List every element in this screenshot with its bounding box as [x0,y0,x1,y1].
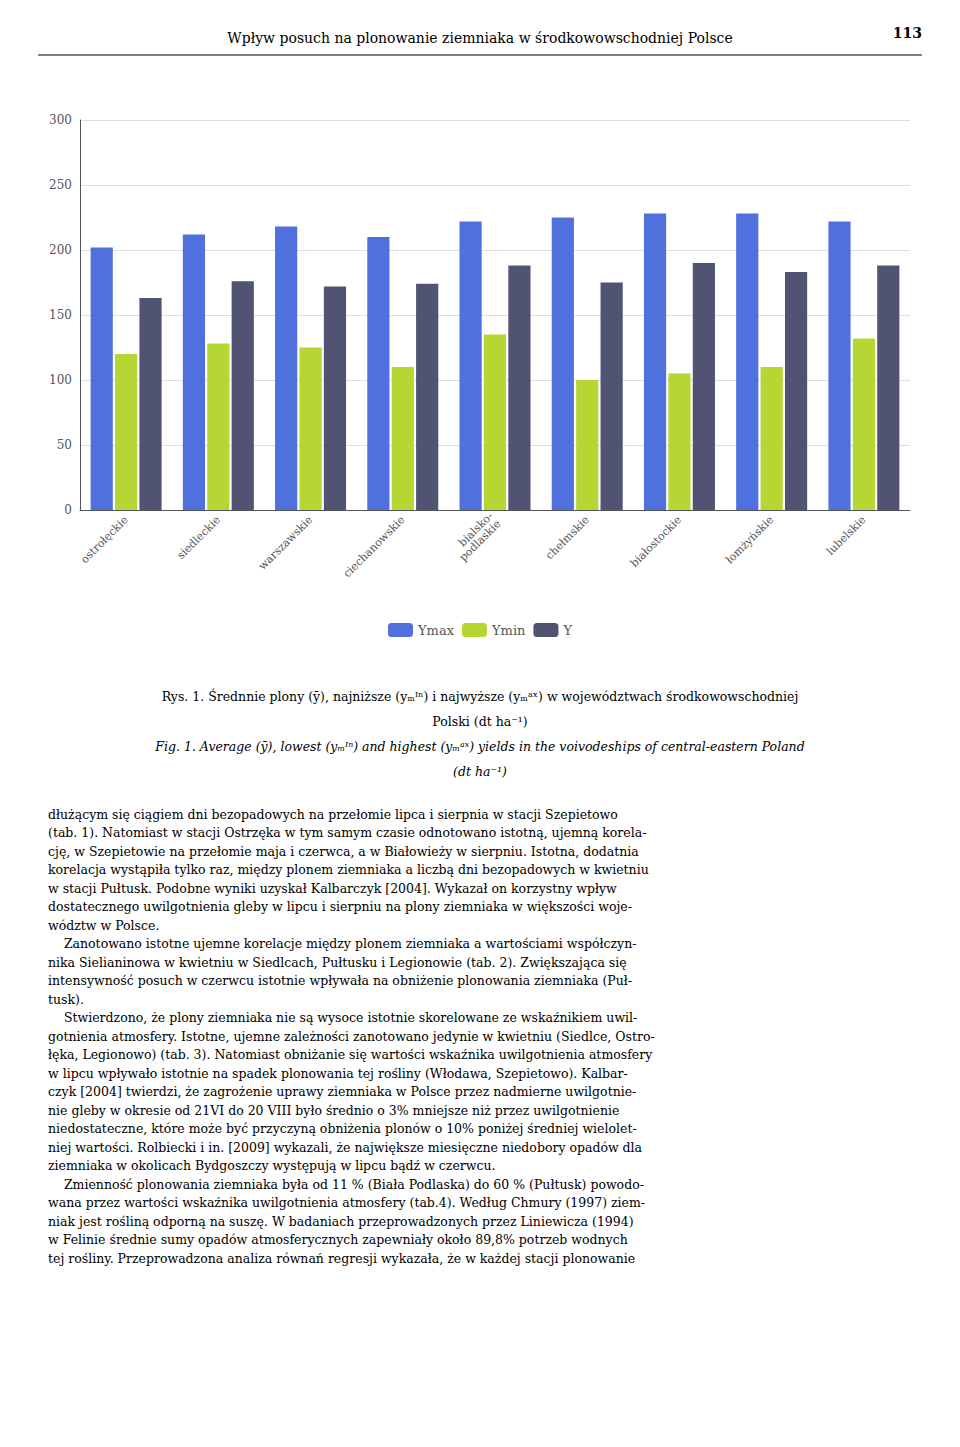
svg-text:tusk).: tusk). [48,992,84,1007]
svg-text:200: 200 [49,243,72,257]
svg-text:gotnienia atmosfery. Istotne,: gotnienia atmosfery. Istotne, ujemne zal… [48,1029,655,1044]
svg-text:Wpływ posuch na plonowanie zie: Wpływ posuch na plonowanie ziemniaka w ś… [227,30,732,46]
svg-text:0: 0 [64,503,72,517]
svg-text:(dt ha⁻¹): (dt ha⁻¹) [453,764,507,779]
svg-text:niak jest rośliną odporną na s: niak jest rośliną odporną na suszę. W ba… [48,1214,634,1229]
svg-text:dostatecznego uwilgotnienia gl: dostatecznego uwilgotnienia gleby w lipc… [48,899,632,914]
svg-text:czyk [2004] twierdzi, że zagro: czyk [2004] twierdzi, że zagrożenie upra… [48,1084,636,1099]
svg-text:Zmienność plonowania ziemniaka: Zmienność plonowania ziemniaka była od 1… [48,1177,644,1192]
svg-text:łęka, Legionowo) (tab. 3). Nat: łęka, Legionowo) (tab. 3). Natomiast obn… [48,1047,653,1062]
svg-text:Ymax: Ymax [417,623,455,638]
svg-text:w lipcu wpływało istotnie na s: w lipcu wpływało istotnie na spadek plon… [48,1066,628,1081]
svg-text:wana przez wartości wskaźnika: wana przez wartości wskaźnika uwilgotnie… [48,1195,645,1210]
svg-text:Ymin: Ymin [491,623,526,638]
svg-text:podlaskie: podlaskie [457,517,504,564]
svg-text:bialsko-: bialsko- [455,509,496,550]
svg-text:Fig. 1. Average (ȳ), lowest (y: Fig. 1. Average (ȳ), lowest (yₘᴵⁿ) and h… [154,739,804,754]
svg-text:łomżyńskie: łomżyńskie [723,513,776,566]
svg-text:lubelskie: lubelskie [824,513,869,558]
svg-text:300: 300 [49,113,72,127]
svg-text:dłużącym się ciągiem dni bezop: dłużącym się ciągiem dni bezopadowych na… [48,807,618,822]
svg-text:250: 250 [49,178,72,192]
svg-text:siedleckie: siedleckie [174,513,222,561]
svg-text:nie gleby w okresie od 21VI do: nie gleby w okresie od 21VI do 20 VIII b… [48,1103,619,1118]
svg-text:Y: Y [562,623,572,638]
svg-text:nika Sielianinowa w kwietniu w: nika Sielianinowa w kwietniu w Siedlcach… [48,955,627,970]
svg-text:niedostateczne, które może być: niedostateczne, które może być przyczyną… [48,1121,637,1136]
svg-text:100: 100 [49,373,72,387]
svg-text:113: 113 [893,25,922,41]
svg-text:w stacji Pułtusk. Podobne wyni: w stacji Pułtusk. Podobne wyniki uzyskał… [48,881,617,896]
svg-text:chełmskie: chełmskie [543,513,592,562]
svg-text:ziemniaka w okolicach Bydgoszc: ziemniaka w okolicach Bydgoszczy występu… [48,1158,496,1173]
svg-text:warszawskie: warszawskie [256,513,315,572]
svg-text:niej wartości. Rolbiecki i in.: niej wartości. Rolbiecki i in. [2009] wy… [48,1140,643,1155]
svg-text:wództw w Polsce.: wództw w Polsce. [48,918,159,933]
svg-text:50: 50 [57,438,72,452]
svg-text:Rys. 1. Średnnie plony (ȳ), na: Rys. 1. Średnnie plony (ȳ), najniższe (y… [162,688,799,704]
svg-text:intensywność posuch w czerwcu: intensywność posuch w czerwcu istotnie w… [48,973,632,988]
svg-text:korelacja wystąpiła tylko raz,: korelacja wystąpiła tylko raz, między pl… [48,862,649,877]
svg-text:Stwierdzono, że plony ziemniak: Stwierdzono, że plony ziemniaka nie są w… [48,1010,637,1025]
svg-text:Polski (dt ha⁻¹): Polski (dt ha⁻¹) [432,714,527,729]
svg-text:(tab. 1). Natomiast w stacji O: (tab. 1). Natomiast w stacji Ostrzęka w … [48,825,646,840]
svg-text:Zanotowano istotne ujemne kore: Zanotowano istotne ujemne korelacje międ… [48,936,636,951]
svg-text:tej rośliny. Przeprowadzona an: tej rośliny. Przeprowadzona analiza równ… [48,1251,635,1266]
svg-text:w Felinie średnie sumy opadów: w Felinie średnie sumy opadów atmosferyc… [48,1232,628,1247]
svg-text:150: 150 [49,308,72,322]
svg-text:ostrołęckie: ostrołęckie [78,513,131,566]
svg-text:białostockie: białostockie [628,513,684,569]
svg-text:cję, w Szepietowie na przełomi: cję, w Szepietowie na przełomie maja i c… [48,844,639,859]
svg-text:ciechanowskie: ciechanowskie [341,513,408,580]
